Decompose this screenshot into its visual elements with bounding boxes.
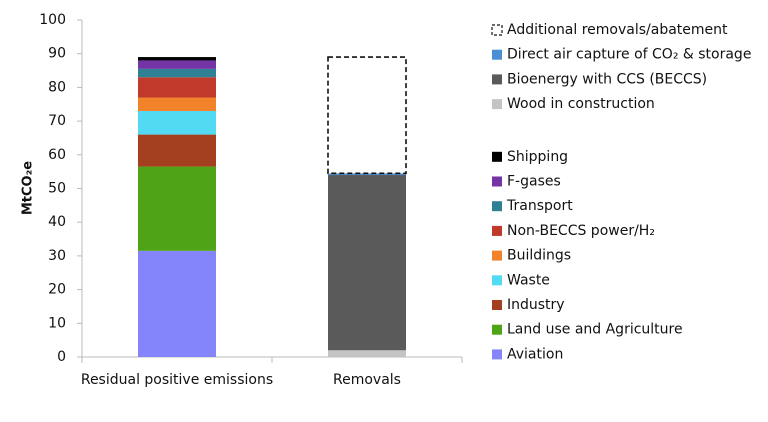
bar-segment [138,134,216,167]
bar-segment [138,60,216,69]
legend-swatch [492,300,502,310]
legend-swatch [492,349,502,360]
legend-label: Non-BECCS power/H₂ [507,223,655,239]
legend-label: Aviation [507,346,563,362]
legend-swatch [492,225,502,236]
y-tick-label: 70 [48,113,66,129]
legend-label: Waste [507,272,550,288]
legend-swatch [492,250,502,261]
y-tick-label: 80 [48,79,66,95]
legend-label: Direct air capture of CO₂ & storage [507,47,751,63]
y-axis-label: MtCO₂e [21,161,36,215]
y-tick-label: 10 [48,315,66,331]
x-tick-label: Residual positive emissions [81,372,273,388]
legend-label: Transport [506,198,573,214]
bar-segment [327,56,407,175]
y-tick-label: 20 [48,282,66,298]
legend-swatch [492,201,502,212]
legend-swatch [492,49,502,60]
legend-label: Buildings [507,248,571,264]
bar-segment [328,173,406,176]
legend-label: Industry [507,297,565,313]
y-tick-label: 90 [48,46,66,62]
y-tick-label: 40 [48,214,66,230]
bar-segment [138,250,216,357]
bar-segment [138,97,216,111]
bar-segment [138,166,216,251]
bar-segment [328,350,406,357]
legend-label: F-gases [507,174,561,190]
y-tick-label: 30 [48,248,66,264]
y-tick-label: 100 [39,12,66,28]
legend-swatch [491,24,503,36]
legend-swatch [492,99,502,110]
y-tick-label: 50 [48,181,66,197]
bar-segment [138,110,216,135]
legend-label: Additional removals/abatement [507,22,728,38]
legend-label: Bioenergy with CCS (BECCS) [507,71,707,87]
bar-segment [138,77,216,98]
y-tick-label: 0 [57,349,66,365]
legend-label: Land use and Agriculture [507,322,683,338]
y-tick-label: 60 [48,147,66,163]
legend-swatch [492,74,502,85]
legend-swatch [492,275,502,286]
bar-segment [328,175,406,351]
bar-segment [138,68,216,78]
legend-swatch [492,176,502,187]
legend-label: Shipping [507,149,568,165]
legend-label: Wood in construction [507,96,655,112]
bar-segment [138,57,216,61]
legend-swatch [492,151,502,162]
x-tick-label: Removals [333,372,401,388]
legend-swatch [492,324,502,335]
